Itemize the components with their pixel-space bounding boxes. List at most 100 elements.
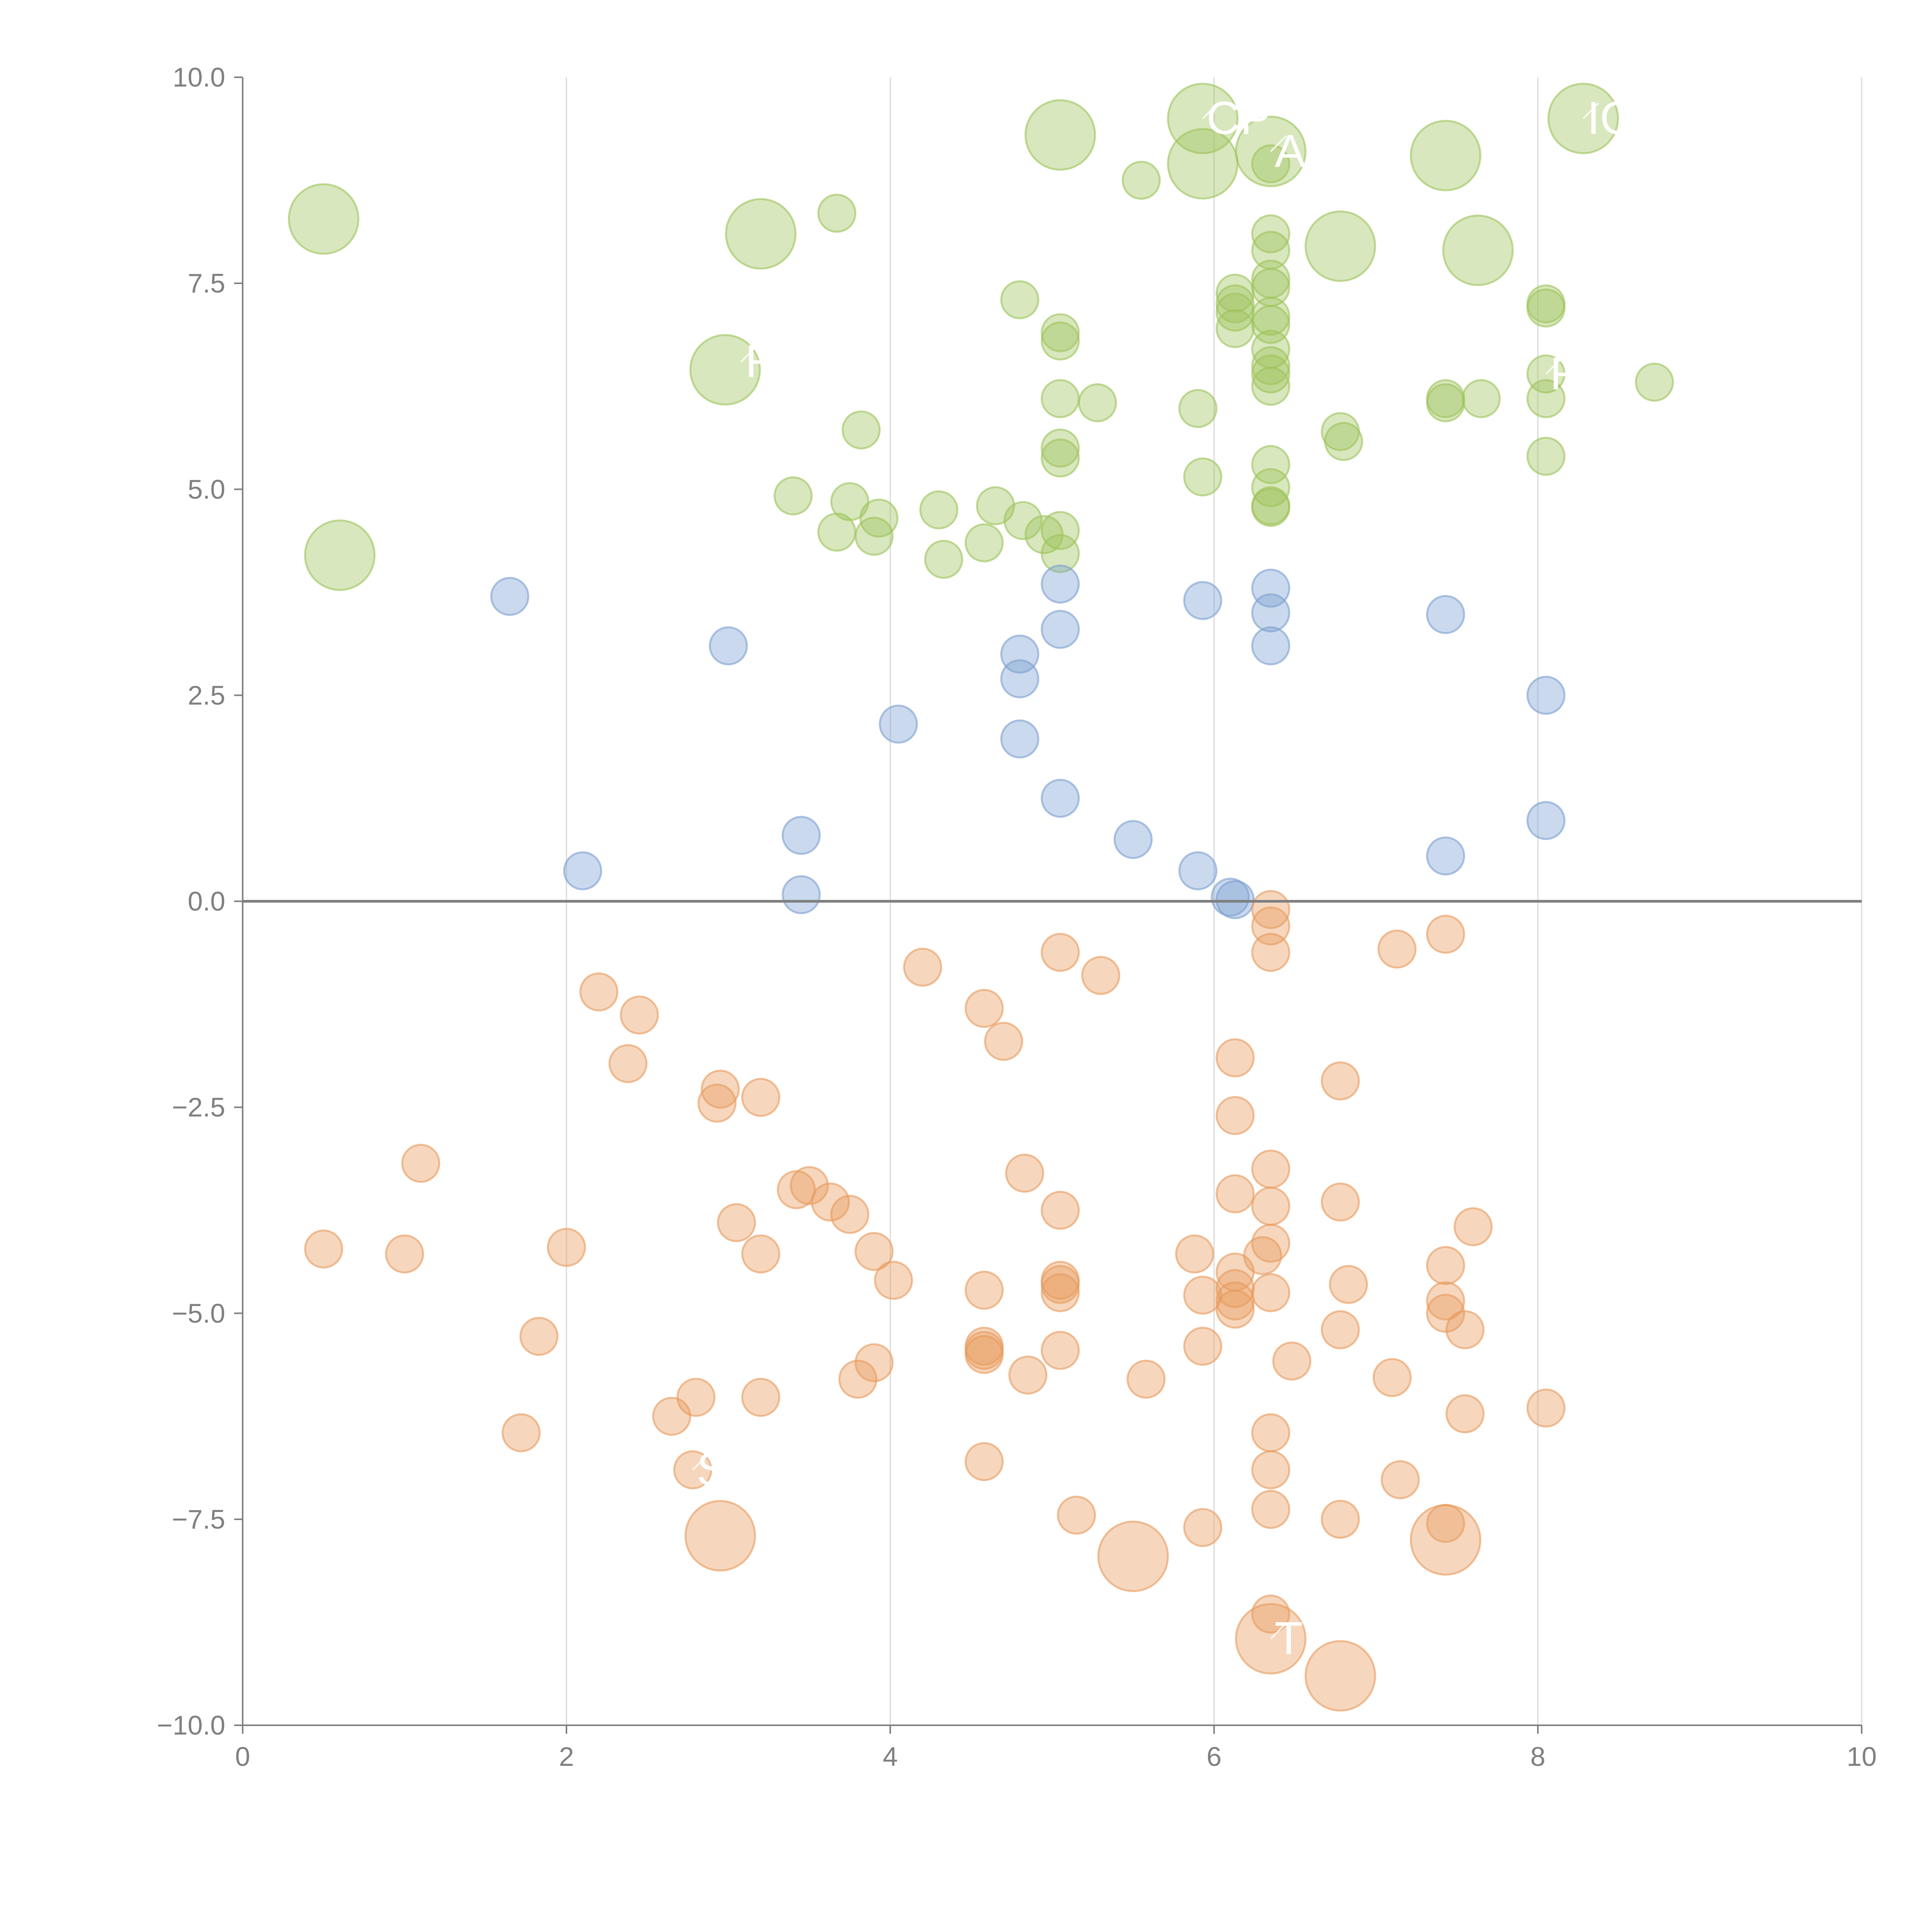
blue-bubble <box>1251 626 1291 665</box>
callout-label: R <box>1550 348 1583 400</box>
green-bubble <box>1251 214 1291 253</box>
y-tick-label: 2.5 <box>188 680 225 710</box>
green-bubble <box>1078 383 1117 422</box>
y-tick-label: 7.5 <box>188 268 225 298</box>
green-bubble <box>1251 144 1291 184</box>
green-bubble <box>1041 429 1080 468</box>
orange-bubble <box>1215 1289 1255 1329</box>
y-tick-label: −2.5 <box>172 1092 225 1122</box>
callout-leader <box>692 1454 709 1471</box>
blue-bubble <box>1215 880 1255 919</box>
green-bubble <box>1003 501 1043 540</box>
y-tick-label: −7.5 <box>172 1504 225 1534</box>
green-bubble <box>304 519 376 591</box>
y-tick-label: −5.0 <box>172 1298 225 1328</box>
blue-bubble <box>1178 851 1218 891</box>
green-bubble <box>1215 293 1255 332</box>
green-bubble <box>1410 120 1481 192</box>
orange-bubble <box>903 947 942 987</box>
y-tick-label: −10.0 <box>157 1710 225 1740</box>
orange-bubble <box>1426 1281 1465 1321</box>
y-tick-label: 10.0 <box>173 62 225 92</box>
x-tick-label: 4 <box>883 1742 898 1772</box>
orange-bubble <box>964 989 1004 1028</box>
orange-bubble <box>1097 1520 1169 1592</box>
green-bubble <box>1041 438 1080 478</box>
orange-bubble <box>854 1343 894 1383</box>
blue-bubble <box>782 875 821 914</box>
callout-label: S <box>697 1444 728 1495</box>
x-tick-label: 6 <box>1207 1742 1222 1772</box>
orange-bubble <box>1272 1341 1311 1381</box>
orange-bubble <box>1321 1310 1360 1349</box>
orange-bubble <box>1041 1273 1080 1312</box>
orange-bubble <box>1008 1355 1048 1395</box>
orange-bubble <box>385 1234 424 1274</box>
orange-bubble <box>1041 1190 1080 1230</box>
y-axis-ticks: 10.0 7.5 5.0 2.5 0.0 −2.5 −5.0 −7.5 −10.0 <box>157 62 243 1740</box>
orange-bubble <box>964 1335 1004 1374</box>
orange-bubble <box>717 1203 756 1242</box>
blue-bubble <box>1183 581 1223 620</box>
blue-bubble <box>1041 779 1080 818</box>
x-tick-label: 8 <box>1531 1742 1546 1772</box>
orange-bubble <box>1453 1207 1493 1247</box>
green-bubble <box>288 183 359 255</box>
orange-bubble <box>1215 1096 1255 1135</box>
blue-bubble <box>1000 659 1039 699</box>
orange-bubble <box>608 1044 648 1083</box>
callout-labels: CPA IO R R S T <box>692 92 1636 1664</box>
green-bubble <box>1526 437 1566 476</box>
green-bubble <box>1183 457 1223 497</box>
green-bubble <box>1251 367 1291 406</box>
blue-bubble <box>1041 610 1080 649</box>
orange-bubble <box>1321 1182 1360 1222</box>
orange-bubble <box>1041 1331 1080 1370</box>
orange-bubble <box>1526 1388 1566 1428</box>
green-bubble <box>1251 296 1291 336</box>
green-bubble <box>854 517 894 556</box>
green-bubble <box>1461 379 1501 418</box>
orange-bubble <box>304 1229 343 1269</box>
y-tick-label: 5.0 <box>188 474 225 504</box>
green-bubble <box>964 523 1004 563</box>
orange-bubble <box>1041 1265 1080 1304</box>
green-bubble <box>774 476 813 515</box>
green-bubble <box>1024 99 1096 171</box>
orange-bubble <box>1372 1358 1412 1397</box>
orange-bubble <box>1215 1174 1255 1214</box>
orange-bubble <box>1321 1061 1360 1100</box>
orange-bubble <box>874 1260 913 1300</box>
blue-bubble <box>879 704 918 744</box>
data-points <box>288 83 1674 1712</box>
blue-bubble <box>1526 675 1566 715</box>
x-tick-label: 10 <box>1847 1742 1877 1772</box>
orange-bubble <box>741 1378 781 1417</box>
orange-bubble <box>741 1078 781 1117</box>
orange-bubble <box>1081 956 1121 995</box>
orange-bubble <box>1175 1234 1214 1274</box>
x-tick-label: 2 <box>559 1742 574 1772</box>
callout-leader <box>1582 102 1599 119</box>
orange-bubble <box>1251 933 1291 972</box>
orange-bubble <box>1251 1187 1291 1226</box>
green-bubble <box>1251 488 1291 527</box>
orange-bubble <box>502 1413 541 1452</box>
green-bubble <box>1526 288 1566 328</box>
orange-bubble <box>547 1228 586 1267</box>
green-bubble <box>1041 321 1080 361</box>
blue-bubble <box>563 851 602 891</box>
callout-label: CP <box>1207 92 1271 144</box>
green-bubble <box>1251 354 1291 394</box>
green-bubble <box>1426 383 1465 422</box>
orange-bubble <box>984 1022 1023 1061</box>
green-bubble <box>919 490 959 530</box>
orange-bubble <box>401 1144 440 1183</box>
green-bubble <box>1121 161 1161 200</box>
blue-bubble <box>1426 836 1465 876</box>
orange-bubble <box>1251 1490 1291 1529</box>
orange-bubble <box>964 1270 1004 1310</box>
orange-bubble <box>830 1195 869 1234</box>
callout-leader <box>741 345 757 362</box>
blue-bubble <box>1426 595 1465 634</box>
